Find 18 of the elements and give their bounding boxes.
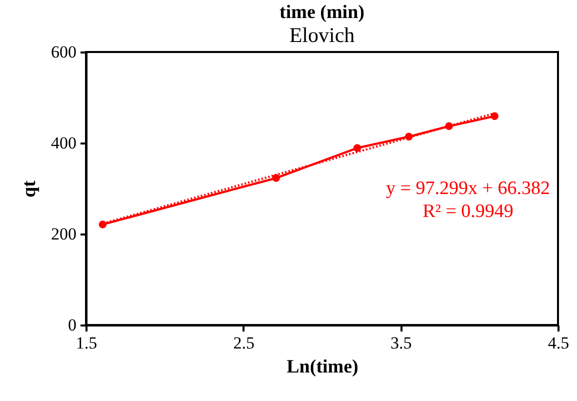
point [272, 174, 280, 182]
y-tick-label: 0 [68, 316, 76, 334]
y-axis-title: qt [19, 180, 40, 198]
point [353, 144, 362, 152]
point [98, 220, 107, 228]
x-tick-label: 2.5 [233, 334, 254, 352]
chart-title: Elovich [289, 23, 356, 47]
x-axis-title: Ln(time) [286, 356, 358, 378]
y-tick-label: 600 [51, 42, 76, 62]
text: time (min) [280, 2, 364, 23]
x-tick-label: 1.5 [76, 334, 98, 352]
y-tick-label: 200 [51, 224, 76, 244]
x-tick-label: 4.5 [548, 334, 570, 352]
annotation: R² = 0.9949 [422, 201, 514, 222]
point [490, 112, 498, 120]
annotation: y = 97.299x + 66.382 [386, 178, 550, 199]
y-tick-label: 400 [51, 134, 76, 152]
x-tick-label: 3.5 [390, 334, 412, 352]
